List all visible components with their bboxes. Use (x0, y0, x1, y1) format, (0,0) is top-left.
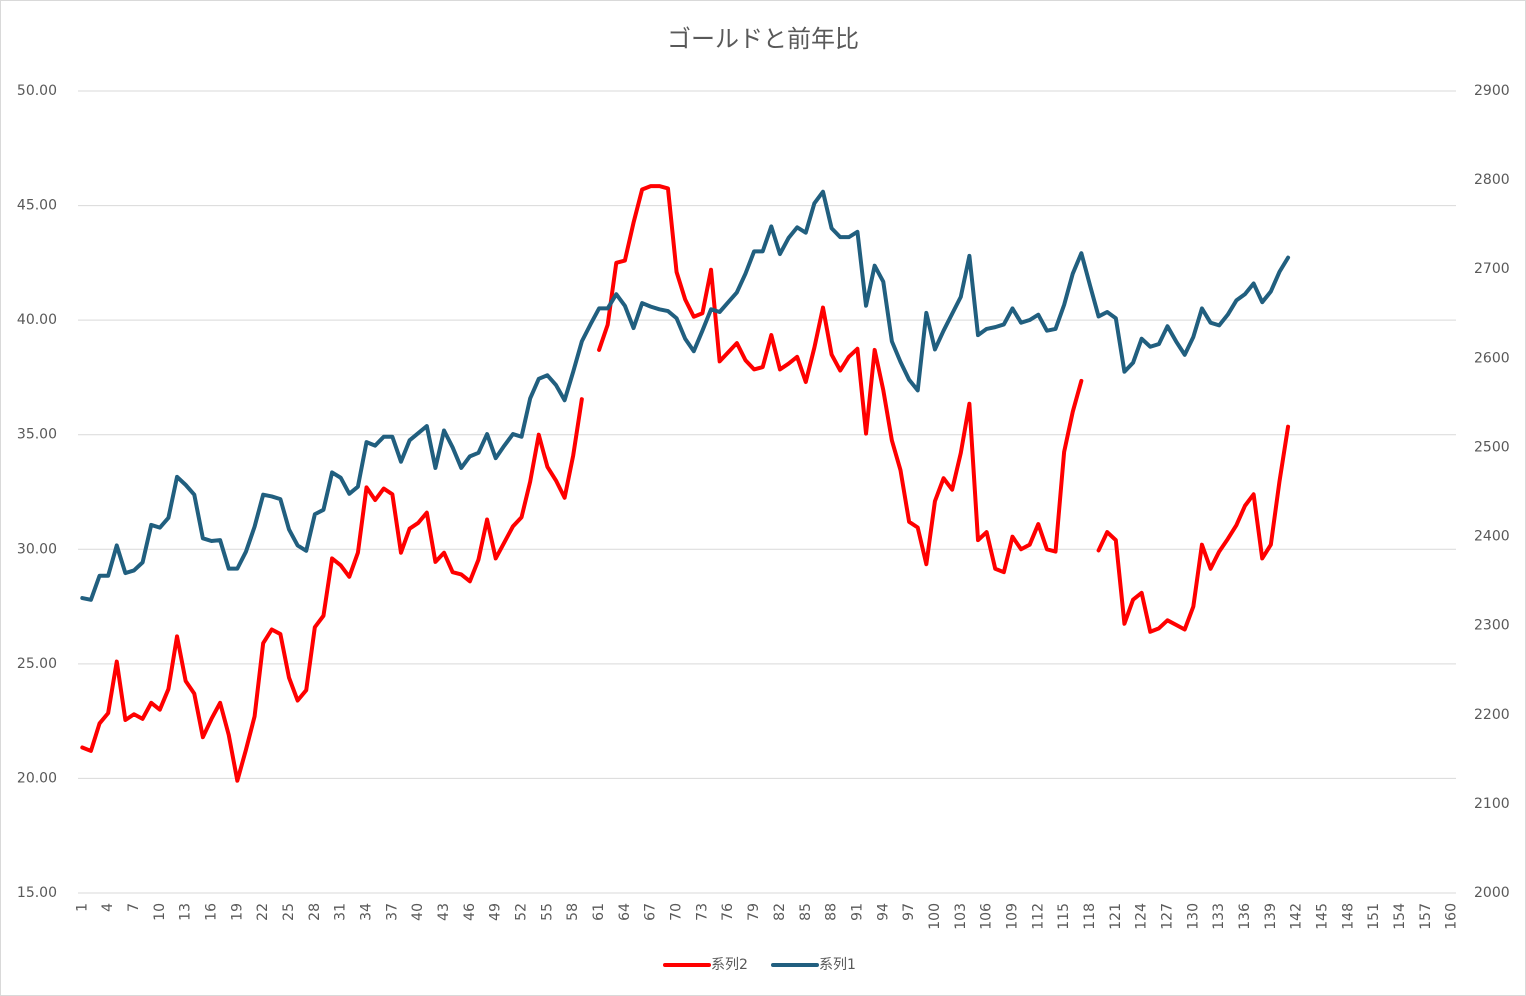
x-tick-label: 136 (1237, 903, 1253, 930)
x-tick-label: 139 (1263, 903, 1279, 930)
x-tick-label: 55 (539, 903, 555, 921)
x-tick-label: 73 (694, 903, 710, 921)
x-tick-label: 109 (1004, 903, 1020, 930)
x-tick-label: 43 (436, 903, 452, 921)
x-tick-label: 133 (1211, 903, 1227, 930)
x-tick-label: 112 (1030, 903, 1046, 930)
x-tick-label: 19 (229, 903, 245, 921)
x-tick-label: 130 (1185, 903, 1201, 930)
x-tick-label: 37 (384, 903, 400, 921)
x-tick-label: 1 (74, 903, 90, 912)
y-tick-label: 50.00 (17, 83, 57, 99)
x-tick-label: 22 (255, 903, 271, 921)
x-tick-label: 28 (307, 903, 323, 921)
x-tick-label: 127 (1159, 903, 1175, 930)
y2-tick-label: 2900 (1474, 83, 1510, 99)
x-tick-label: 100 (927, 903, 943, 930)
x-tick-label: 151 (1366, 903, 1382, 930)
y-tick-label: 30.00 (17, 541, 57, 557)
legend-label: 系列1 (819, 957, 856, 973)
series-line (80, 189, 1291, 602)
x-tick-label: 94 (875, 903, 891, 921)
x-tick-label: 7 (126, 903, 142, 912)
x-tick-label: 103 (953, 903, 969, 930)
x-tick-label: 160 (1444, 903, 1460, 930)
x-tick-label: 31 (333, 903, 349, 921)
y-tick-label: 15.00 (17, 885, 57, 901)
y-tick-label: 20.00 (17, 770, 57, 786)
y-tick-label: 40.00 (17, 312, 57, 328)
y2-tick-label: 2400 (1474, 529, 1510, 545)
x-tick-label: 145 (1315, 903, 1331, 930)
x-tick-label: 4 (100, 903, 116, 912)
x-tick-label: 154 (1392, 903, 1408, 930)
x-tick-label: 70 (669, 903, 685, 921)
y2-tick-label: 2700 (1474, 261, 1510, 277)
x-tick-label: 52 (514, 903, 530, 921)
chart-title: ゴールドと前年比 (667, 25, 859, 53)
x-tick-label: 64 (617, 903, 633, 921)
y2-tick-label: 2100 (1474, 796, 1510, 812)
x-tick-label: 106 (979, 903, 995, 930)
x-tick-label: 16 (203, 903, 219, 921)
x-tick-label: 142 (1289, 903, 1305, 930)
x-tick-label: 46 (462, 903, 478, 921)
y2-tick-label: 2300 (1474, 618, 1510, 634)
x-tick-label: 91 (849, 903, 865, 921)
x-tick-label: 85 (798, 903, 814, 921)
x-tick-label: 124 (1134, 903, 1150, 930)
x-tick-label: 121 (1108, 903, 1124, 930)
x-tick-label: 67 (643, 903, 659, 921)
x-tick-label: 79 (746, 903, 762, 921)
y2-tick-label: 2200 (1474, 707, 1510, 723)
y2-tick-label: 2500 (1474, 439, 1510, 455)
x-tick-label: 10 (152, 903, 168, 921)
x-tick-label: 49 (488, 903, 504, 921)
y2-tick-label: 2000 (1474, 885, 1510, 901)
x-tick-label: 82 (772, 903, 788, 921)
x-tick-label: 118 (1082, 903, 1098, 930)
x-tick-label: 61 (591, 903, 607, 921)
x-tick-label: 25 (281, 903, 297, 921)
legend-label: 系列2 (711, 957, 748, 973)
y-tick-label: 25.00 (17, 656, 57, 672)
x-tick-label: 115 (1056, 903, 1072, 930)
x-tick-label: 13 (178, 903, 194, 921)
y-tick-label: 45.00 (17, 198, 57, 214)
y-tick-label: 35.00 (17, 427, 57, 443)
y2-tick-label: 2800 (1474, 172, 1510, 188)
x-tick-label: 40 (410, 903, 426, 921)
x-tick-label: 157 (1418, 903, 1434, 930)
x-tick-label: 76 (720, 903, 736, 921)
x-tick-label: 34 (359, 903, 375, 921)
x-tick-label: 97 (901, 903, 917, 921)
x-tick-label: 88 (824, 903, 840, 921)
x-tick-label: 58 (565, 903, 581, 921)
x-tick-label: 148 (1340, 903, 1356, 930)
series-line (80, 184, 1291, 783)
y2-tick-label: 2600 (1474, 350, 1510, 366)
